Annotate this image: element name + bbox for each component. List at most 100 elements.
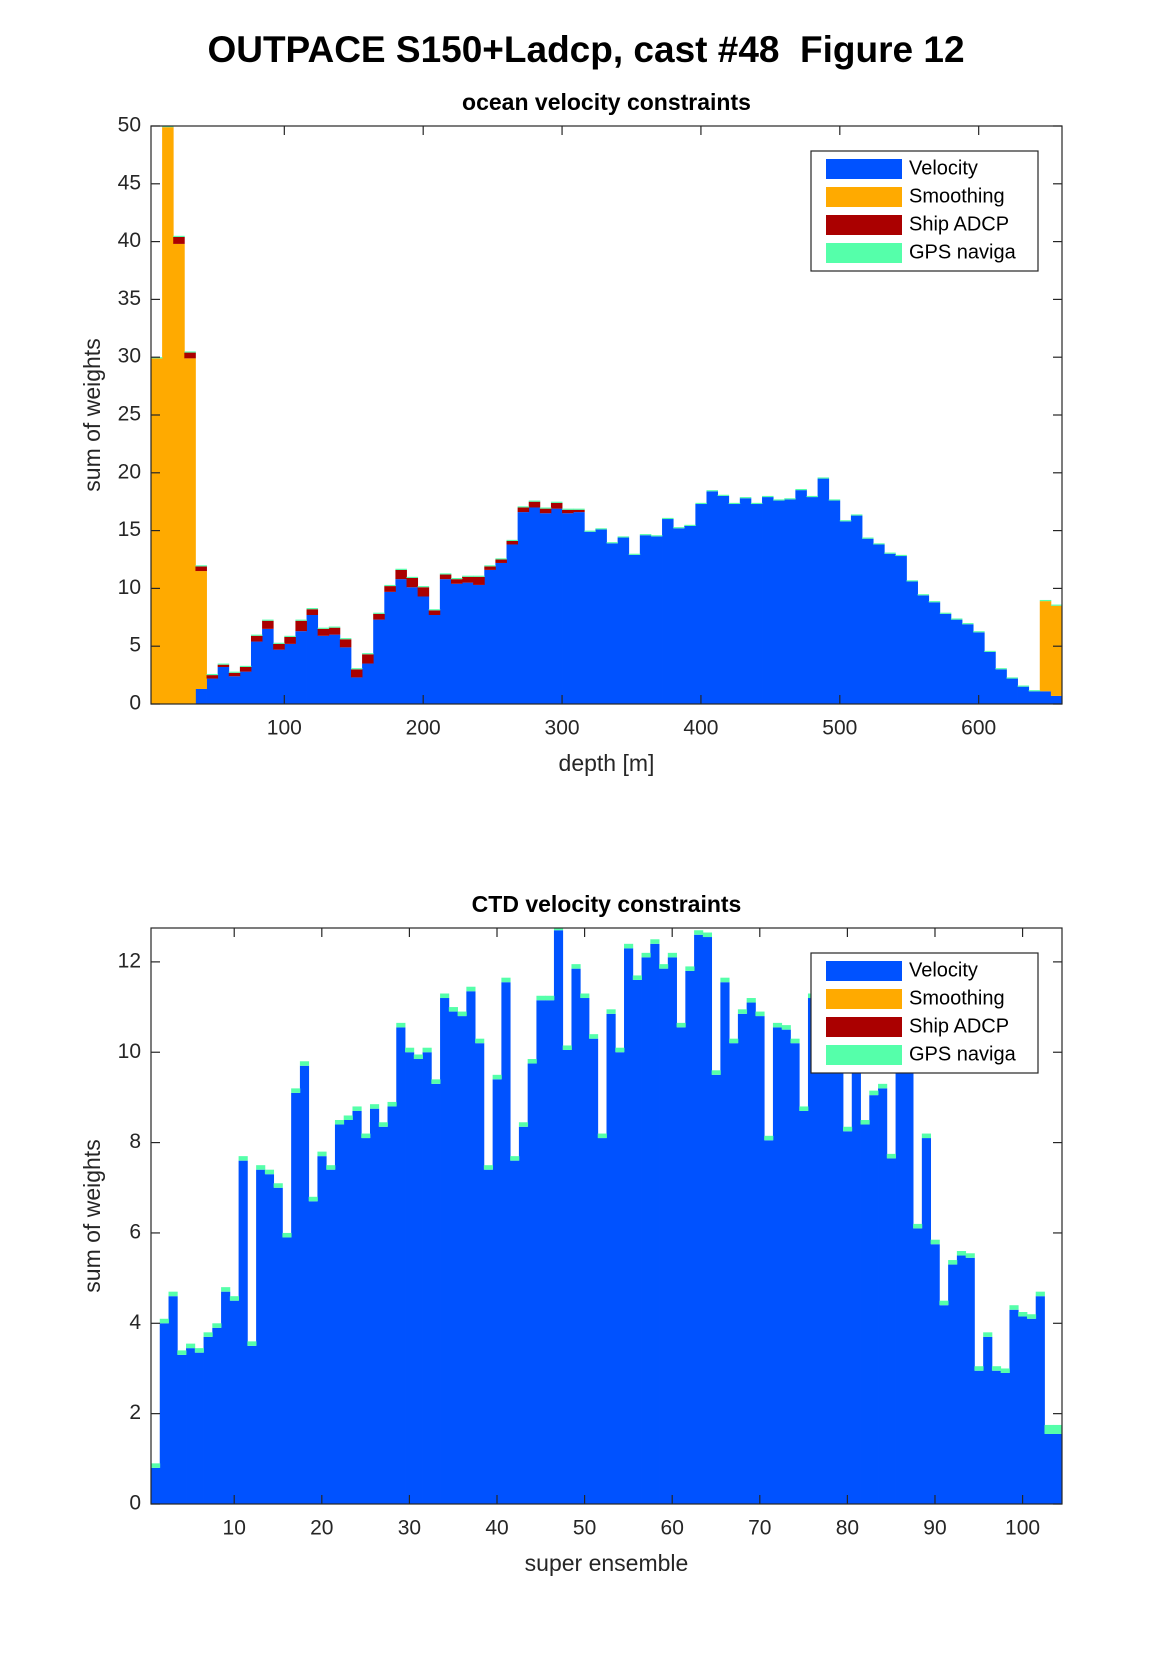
bar-segment xyxy=(685,966,695,971)
bar-segment xyxy=(439,574,452,580)
bar-segment xyxy=(984,650,996,652)
bar-segment xyxy=(273,1187,283,1504)
bar-segment xyxy=(1006,677,1018,679)
bar-segment xyxy=(483,1169,494,1504)
bar-segment xyxy=(352,1110,362,1504)
bar-segment xyxy=(562,513,574,704)
bar-segment xyxy=(284,636,296,644)
bar-segment xyxy=(728,504,741,704)
bar-segment xyxy=(806,495,818,498)
bar-segment xyxy=(834,1011,844,1504)
bar-segment xyxy=(694,930,704,935)
bar-segment xyxy=(384,591,396,704)
bar-segment xyxy=(639,534,652,536)
bar-segment xyxy=(584,530,596,532)
bar-segment xyxy=(962,623,974,625)
bar-segment xyxy=(974,1366,984,1371)
bar-segment xyxy=(431,1079,441,1084)
bar-segment xyxy=(361,1138,371,1504)
bar-segment xyxy=(884,552,896,554)
bar-segment xyxy=(772,1022,783,1028)
bar-segment xyxy=(573,508,585,510)
bar-segment xyxy=(580,998,590,1504)
bar-segment xyxy=(299,1065,310,1504)
bar-segment xyxy=(339,638,352,640)
bar-segment xyxy=(527,1063,537,1504)
bar-segment xyxy=(784,499,796,704)
y-tick-label: 10 xyxy=(118,1040,141,1063)
bar-segment xyxy=(615,1047,625,1053)
bar-segment xyxy=(878,1083,888,1089)
bar-segment xyxy=(510,1156,520,1161)
bar-segment xyxy=(228,672,241,677)
bar-segment xyxy=(484,566,496,570)
bar-segment xyxy=(396,1027,406,1504)
bar-segment xyxy=(527,1059,537,1064)
bar-segment xyxy=(239,665,252,668)
bar-segment xyxy=(828,499,841,501)
bar-segment xyxy=(839,521,852,704)
bar-segment xyxy=(473,576,485,585)
bar-segment xyxy=(873,544,885,704)
bar-segment xyxy=(928,602,941,704)
x-tick-label: 100 xyxy=(1005,1517,1040,1540)
bar-segment xyxy=(373,613,385,620)
bar-segment xyxy=(545,995,555,1001)
bar-segment xyxy=(457,1016,467,1504)
bar-segment xyxy=(913,1228,923,1504)
bar-segment xyxy=(350,668,363,670)
bar-segment xyxy=(746,998,756,1003)
bar-segment xyxy=(825,1034,835,1504)
bar-segment xyxy=(450,583,463,704)
bar-segment xyxy=(159,1323,169,1504)
bar-segment xyxy=(684,525,696,704)
bar-segment xyxy=(717,495,730,704)
bar-segment xyxy=(784,498,796,500)
bar-segment xyxy=(650,943,660,1504)
figure-title: OUTPACE S150+Ladcp, cast #48 Figure 12 xyxy=(207,29,964,70)
bar-segment xyxy=(755,1016,765,1504)
bar-segment xyxy=(517,512,530,704)
bar-segment xyxy=(221,1291,231,1504)
bar-segment xyxy=(173,243,185,704)
bar-segment xyxy=(632,975,642,980)
bar-segment xyxy=(816,1020,826,1504)
y-tick-label: 4 xyxy=(129,1311,141,1334)
bar-segment xyxy=(282,1237,292,1504)
bar-segment xyxy=(650,939,660,944)
bar-segment xyxy=(962,624,974,704)
bar-segment xyxy=(362,663,374,704)
bar-segment xyxy=(762,497,774,704)
bar-segment xyxy=(606,1013,616,1504)
bar-segment xyxy=(595,528,607,530)
bar-segment xyxy=(306,614,319,704)
bar-segment xyxy=(1017,685,1030,687)
bar-segment xyxy=(737,1013,748,1504)
bar-segment xyxy=(790,1038,800,1044)
bar-segment xyxy=(588,1034,599,1039)
bar-segment xyxy=(483,1165,494,1170)
bar-segment xyxy=(772,1027,783,1504)
bar-segment xyxy=(850,515,863,704)
bar-segment xyxy=(1039,691,1052,704)
x-tick-label: 10 xyxy=(223,1517,246,1540)
bar-segment xyxy=(492,1074,502,1080)
bar-segment xyxy=(628,553,641,555)
bar-segment xyxy=(729,1038,739,1044)
bar-segment xyxy=(282,1232,292,1238)
bar-segment xyxy=(755,1011,765,1017)
legend-swatch xyxy=(826,1017,902,1037)
bar-segment xyxy=(706,491,718,704)
bar-segment xyxy=(956,1255,967,1504)
legend-label: GPS naviga xyxy=(909,241,1017,263)
bar-segment xyxy=(306,609,319,615)
bar-segment xyxy=(177,1354,187,1504)
bar-segment xyxy=(739,498,752,704)
bar-segment xyxy=(395,579,407,704)
bar-segment xyxy=(473,584,485,704)
bar-segment xyxy=(550,502,563,509)
bar-segment xyxy=(662,517,674,520)
bar-segment xyxy=(764,1140,774,1504)
bar-segment xyxy=(177,1350,187,1355)
bar-segment xyxy=(350,677,363,704)
